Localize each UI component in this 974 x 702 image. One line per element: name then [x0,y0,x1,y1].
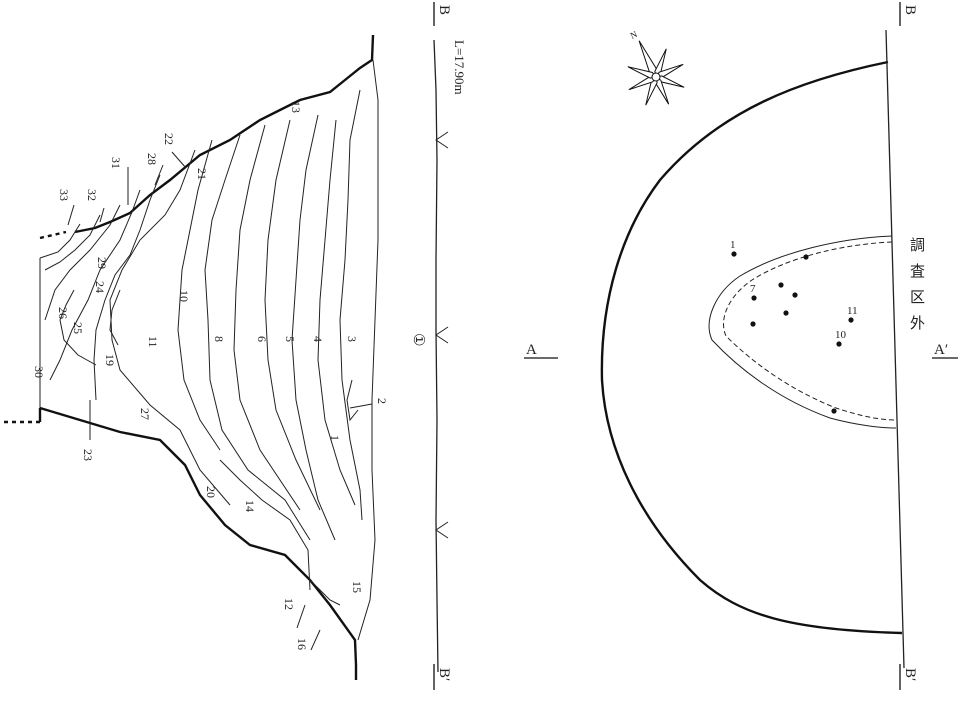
pit-number: 7 [750,283,756,295]
pit-marker [751,295,757,301]
section-layer-label: 25 [71,322,85,334]
section-ground-line [433,39,439,673]
section-layer-label: 30 [32,366,46,378]
plan-label-B-bottom: B′ [902,668,918,681]
section-label-B-left: B [436,5,452,15]
section-dotted-left [39,230,67,240]
section-pit-outline-top [74,34,375,234]
section-layer-label: 16 [295,638,309,650]
section-layer-label: 33 [57,189,71,201]
section-layer-label: 11 [146,336,160,348]
section-pit-outline-bottom [39,406,358,666]
section-layer-label: 32 [85,189,99,201]
plan-outside-label: 調 査 区 外 [910,237,925,332]
plan-outside-char: 調 [910,237,925,254]
section-arrow-marks [435,131,449,539]
section-layer-label: 28 [145,153,159,165]
pit-number: 10 [835,329,847,341]
pit-marker [831,408,837,414]
section-soil-surface [357,59,379,641]
section-layer-label: 3 [345,336,359,342]
section-layer-label: 22 [162,133,176,145]
section-layer-label: 4 [311,336,325,342]
pit-marker [778,282,784,288]
section-length-label: L=17.90m [452,40,467,95]
pit-number: 11 [847,305,858,317]
pit-number: 1 [730,239,736,251]
section-leader-lines [67,151,373,651]
north-label: N [629,29,640,41]
section-layer-label: 31 [109,157,123,169]
section-layer-label: 20 [204,486,218,498]
plan-outside-char: 区 [910,290,925,306]
pit-marker [848,317,854,323]
section-labels: 1234568101112131415161920212223242526272… [32,101,389,650]
section-layer-label: 5 [283,336,297,342]
section-layer-label: 23 [81,449,95,461]
plan-outside-char: 査 [910,263,925,280]
plan-inner-outline [708,235,897,429]
pit-marker [783,310,789,316]
pit-marker [750,321,756,327]
section-layer-label: 10 [177,290,191,302]
section-label-B-right: B′ [436,668,452,681]
section-layer-lines [39,89,363,606]
section-circled-number: ① [410,333,426,346]
section-drawing [4,34,449,680]
plan-trench-edge [885,29,905,669]
section-layer-label: 2 [375,398,389,404]
section-layer-label: 14 [243,500,257,512]
pit-marker [792,292,798,298]
section-layer-label: 21 [195,168,209,180]
plan-label-A-left: A [526,342,537,358]
section-layer-label: 6 [255,336,269,342]
section-layer-label: 8 [212,336,226,342]
plan-inner-dashed-outline [723,241,896,421]
section-layer-label: 15 [350,581,364,593]
section-layer-label: 1 [328,435,342,441]
section-layer-label: 13 [289,101,303,113]
section-layer-label: 24 [93,281,107,293]
section-layer-label: 19 [103,354,117,366]
plan-drawing [600,29,905,669]
plan-label-A-right: A′ [934,342,948,358]
plan-outside-char: 外 [910,315,925,332]
pit-marker [803,254,809,260]
section-layer-label: 12 [282,598,296,610]
plan-outer-outline [600,60,903,635]
pit-marker [836,341,842,347]
section-layer-label: 26 [56,307,70,319]
plan-label-B-top: B [902,5,918,15]
section-layer-label: 29 [95,257,109,269]
north-arrow-icon: N [627,29,685,106]
pit-marker [731,251,737,257]
section-layer-label: 27 [138,408,152,420]
